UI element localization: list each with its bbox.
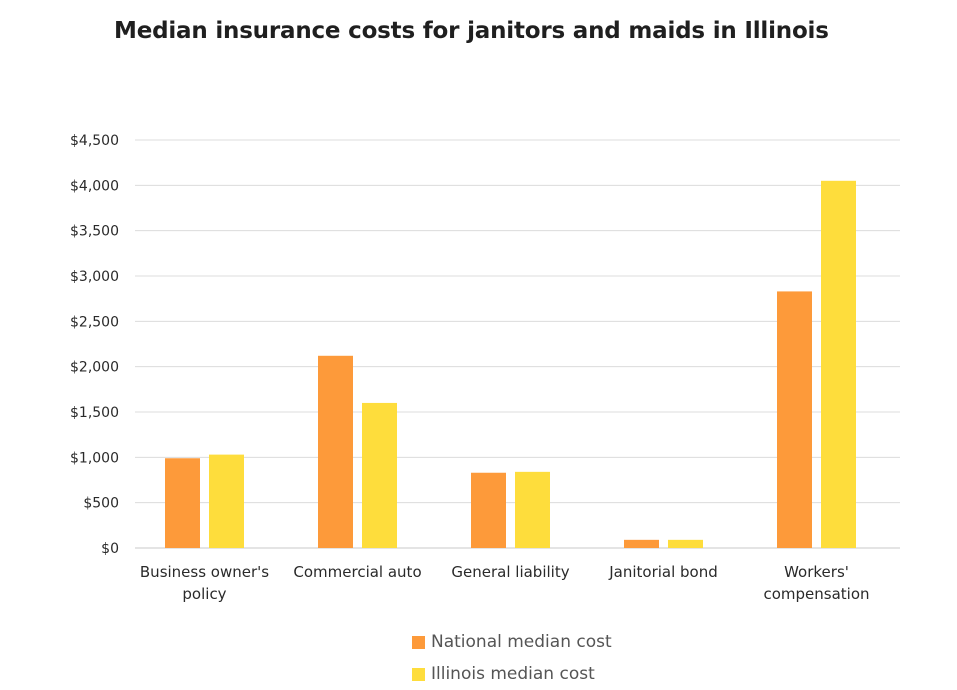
bars [165, 180, 856, 549]
bar-national [165, 458, 200, 548]
bar-national [471, 472, 506, 548]
x-tick-label: Business owner's policy [140, 563, 269, 603]
legend-item-illinois: Illinois median cost [412, 658, 612, 690]
legend-label-national: National median cost [431, 632, 612, 652]
bar-illinois [209, 454, 244, 548]
chart-title: Median insurance costs for janitors and … [114, 18, 829, 44]
legend-label-illinois: Illinois median cost [431, 664, 595, 684]
y-tick-label: $3,000 [70, 269, 119, 285]
bar-illinois [362, 402, 397, 548]
bar-illinois [515, 471, 550, 548]
bar-national [777, 291, 812, 548]
y-tick-label: $1,500 [70, 405, 119, 421]
y-tick-label: $0 [101, 541, 119, 557]
x-tick-label: Commercial auto [293, 563, 421, 581]
y-tick-label: $3,500 [70, 224, 119, 240]
bar-national [318, 355, 353, 548]
legend-swatch-national [412, 635, 425, 649]
y-tick-label: $500 [83, 496, 119, 512]
y-tick-label: $2,500 [70, 314, 119, 330]
y-tick-label: $4,500 [70, 133, 119, 149]
x-tick-label: Janitorial bond [608, 563, 718, 581]
y-tick-label: $2,000 [70, 360, 119, 376]
x-tick-label: Workers' compensation [763, 563, 869, 603]
legend: National median cost Illinois median cos… [412, 626, 612, 690]
bar-illinois [668, 539, 703, 548]
y-axis-ticks: $0 $500 $1,000 $1,500 $2,000 $2,500 $3,000 $3,5… [70, 133, 119, 557]
legend-swatch-illinois [412, 667, 425, 681]
x-axis-ticks: Business owner's policy Commercial auto Gen… [140, 563, 870, 603]
bar-national [624, 539, 659, 548]
y-tick-label: $4,000 [70, 178, 119, 194]
y-tick-label: $1,000 [70, 450, 119, 466]
bar-illinois [821, 180, 856, 549]
legend-item-national: National median cost [412, 626, 612, 658]
x-tick-label: General liability [451, 563, 569, 581]
